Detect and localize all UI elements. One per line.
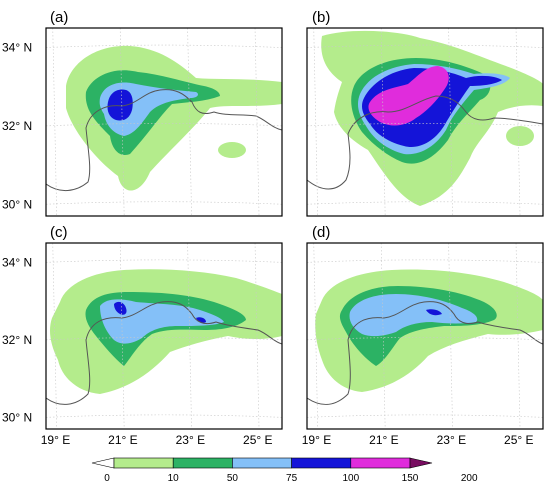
colorbar-tick-label: 200 [461, 473, 478, 484]
colorbar-box [172, 457, 233, 469]
x-ticks: 19° E 21° E 23° E 25° E 19° E 21° E 23° E 25° E [41, 433, 534, 447]
panel-d-grid [306, 242, 544, 430]
colorbar-box [350, 457, 411, 469]
y-tick-label: 34° N [2, 41, 32, 55]
x-tick-label: 23° E [437, 433, 466, 447]
panel-d-parallel-2 [306, 414, 544, 418]
x-tick-label: 19° E [302, 433, 331, 447]
panel-d-meridian-2 [448, 242, 453, 430]
panel-c-level-100 [114, 301, 127, 315]
panel-d-coastline [307, 301, 543, 405]
panel-b-label: (b) [312, 9, 330, 26]
panel-b-parallel-2 [306, 201, 544, 205]
colorbar-box [113, 457, 174, 469]
panel-a-coastline [46, 89, 282, 191]
x-tick-label: 19° E [41, 433, 70, 447]
panel-c-meridian-0 [52, 242, 58, 430]
panel-d-meridian-3 [515, 242, 521, 430]
colorbar-box [291, 457, 352, 469]
panel-c-frame [45, 242, 283, 430]
colorbar-tick-label: 75 [286, 473, 298, 484]
panel-b-frame [306, 27, 544, 217]
panel-c-level-75 [100, 299, 224, 344]
panel-a-meridian-3 [254, 27, 260, 217]
x-tick-label: 25° E [504, 433, 533, 447]
panel-b-coastline [307, 95, 543, 190]
colorbar-tick-label: 50 [227, 473, 239, 484]
panel-c-field [46, 269, 282, 405]
colorbar-box [232, 457, 292, 469]
panel-b: (b) [306, 9, 544, 217]
panel-d-parallel-0 [306, 259, 544, 263]
panel-b-field [307, 30, 543, 207]
panel-d-field [307, 269, 543, 405]
panel-c: (c) [45, 224, 283, 430]
panel-d-meridian-0 [313, 242, 319, 430]
panel-c-meridian-2 [187, 242, 192, 430]
x-tick-label: 21° E [369, 433, 398, 447]
panel-a-parallel-0 [45, 44, 283, 48]
colorbar: 0 10 50 75 100 150 200 [91, 457, 478, 484]
y-tick-label: 32° N [2, 119, 32, 133]
panel-d-level-75 [349, 294, 478, 337]
y-ticks-top: 34° N 32° N 30° N [2, 41, 32, 212]
colorbar-tick-label: 100 [342, 473, 359, 484]
panel-d-parallel-1 [306, 337, 544, 341]
panel-d-meridian-1 [380, 242, 386, 430]
panel-d-label: (d) [312, 224, 330, 241]
panel-a-parallel-2 [45, 201, 283, 205]
colorbar-low-extension [91, 457, 115, 469]
colorbar-tick-label: 10 [168, 473, 180, 484]
panel-b-level-150 [368, 66, 449, 126]
panel-d: (d) [306, 224, 544, 430]
panel-c-level-10 [50, 269, 282, 394]
x-tick-label: 21° E [108, 433, 137, 447]
panel-a-frame [45, 27, 283, 217]
panel-b-meridian-0 [313, 27, 319, 217]
colorbar-tick-label: 150 [402, 473, 419, 484]
panel-c-label: (c) [50, 224, 68, 241]
y-ticks-bottom: 34° N 32° N 30° N [2, 255, 32, 424]
panel-c-meridian-1 [119, 242, 125, 430]
panel-c-parallel-0 [45, 259, 283, 263]
panel-b-meridian-3 [515, 27, 521, 217]
y-tick-label: 30° N [2, 197, 32, 211]
x-tick-label: 23° E [176, 433, 205, 447]
panel-a-level-10-blob [218, 142, 246, 158]
x-tick-label: 25° E [243, 433, 272, 447]
y-tick-label: 34° N [2, 255, 32, 269]
panel-a-parallel-1 [45, 123, 283, 127]
panel-c-meridian-3 [254, 242, 260, 430]
panel-a-level-100 [107, 89, 133, 121]
colorbar-high-extension [409, 457, 433, 469]
panel-a: (a) [45, 9, 283, 217]
panel-b-parallel-1 [306, 123, 544, 127]
panel-c-parallel-1 [45, 337, 283, 341]
panel-b-parallel-0 [306, 44, 544, 48]
panel-d-level-100 [426, 309, 442, 316]
y-tick-label: 30° N [2, 410, 32, 424]
panel-d-frame [306, 242, 544, 430]
panel-c-coastline [46, 301, 282, 405]
panel-a-label: (a) [50, 9, 68, 26]
y-tick-label: 32° N [2, 333, 32, 347]
colorbar-tick-label: 0 [104, 473, 110, 484]
panel-c-level-100-small [196, 317, 206, 323]
panel-a-grid [45, 27, 283, 217]
panel-c-parallel-2 [45, 414, 283, 418]
panel-c-grid [45, 242, 283, 430]
panel-b-grid [306, 27, 544, 217]
panel-a-field [46, 45, 282, 191]
panel-b-level-10-blob [506, 126, 534, 146]
